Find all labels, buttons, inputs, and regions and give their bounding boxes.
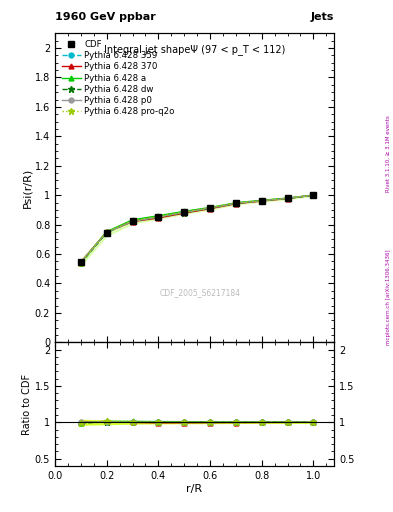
Text: Jets: Jets — [311, 11, 334, 22]
Text: Integral jet shapeΨ (97 < p_T < 112): Integral jet shapeΨ (97 < p_T < 112) — [104, 44, 285, 55]
X-axis label: r/R: r/R — [186, 483, 203, 494]
Y-axis label: Ratio to CDF: Ratio to CDF — [22, 374, 32, 435]
Legend: CDF, Pythia 6.428 359, Pythia 6.428 370, Pythia 6.428 a, Pythia 6.428 dw, Pythia: CDF, Pythia 6.428 359, Pythia 6.428 370,… — [59, 37, 177, 119]
Text: 1960 GeV ppbar: 1960 GeV ppbar — [55, 11, 156, 22]
Text: mcplots.cern.ch [arXiv:1306.3436]: mcplots.cern.ch [arXiv:1306.3436] — [386, 249, 391, 345]
Text: Rivet 3.1.10, ≥ 3.1M events: Rivet 3.1.10, ≥ 3.1M events — [386, 115, 391, 192]
Y-axis label: Psi(r/R): Psi(r/R) — [22, 167, 32, 208]
Text: CDF_2005_S6217184: CDF_2005_S6217184 — [160, 288, 241, 297]
